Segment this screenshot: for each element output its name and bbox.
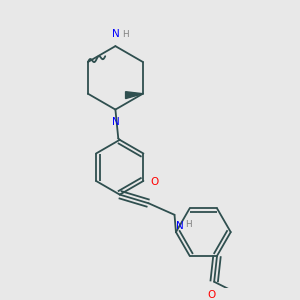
Text: H: H xyxy=(123,30,129,39)
Text: O: O xyxy=(150,177,158,187)
Text: H: H xyxy=(185,220,192,229)
Text: O: O xyxy=(207,290,215,300)
Polygon shape xyxy=(126,92,143,99)
Text: N: N xyxy=(112,117,119,127)
Text: N: N xyxy=(112,29,119,39)
Text: N: N xyxy=(176,220,184,231)
